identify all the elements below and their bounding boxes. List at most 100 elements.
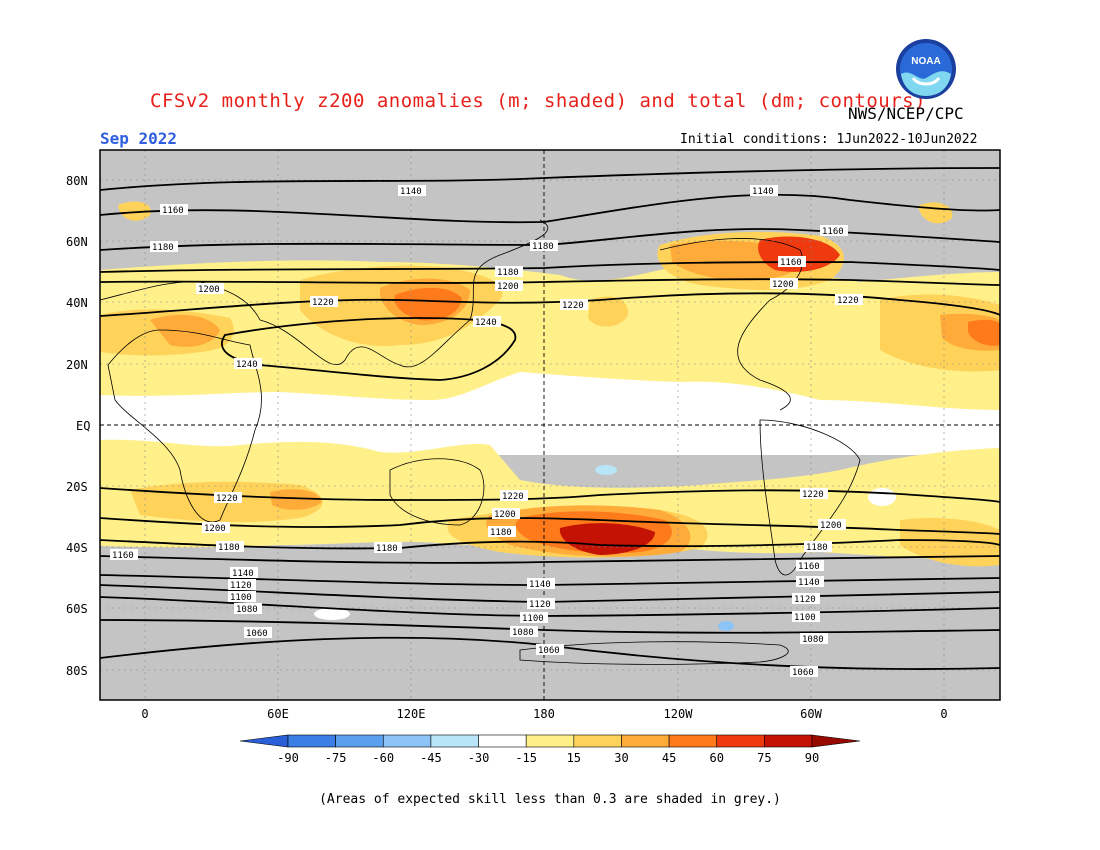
chart-title: CFSv2 monthly z200 anomalies (m; shaded)… xyxy=(150,90,927,112)
logo-text: NOAA xyxy=(911,56,940,67)
colorbar-swatch xyxy=(811,734,861,748)
svg-text:1060: 1060 xyxy=(792,668,814,678)
contour-1180-south xyxy=(100,539,1000,550)
contour-label: 1200 xyxy=(495,280,523,292)
contour-label: 1100 xyxy=(520,612,548,624)
lat-label: 60S xyxy=(66,602,88,616)
svg-text:1180: 1180 xyxy=(218,543,240,553)
contour-label: 1240 xyxy=(234,358,262,370)
colorbar: -90 -75 -60 -45 -30 -15 15 30 45 60 75 90 xyxy=(239,734,861,765)
contour-label: 1220 xyxy=(214,492,242,504)
svg-text:1180: 1180 xyxy=(532,242,554,252)
anomaly-60-75-asia xyxy=(394,287,462,321)
contour-label: 1120 xyxy=(792,593,820,605)
contour-label: 1160 xyxy=(820,225,848,237)
colorbar-tick-label: 75 xyxy=(757,751,771,765)
contour-label: 1060 xyxy=(536,644,564,656)
svg-text:1080: 1080 xyxy=(512,628,534,638)
map-frame xyxy=(99,149,1001,701)
lon-label: 60W xyxy=(800,707,822,721)
svg-text:1160: 1160 xyxy=(162,206,184,216)
colorbar-swatch xyxy=(287,734,336,748)
svg-text:1180: 1180 xyxy=(376,544,398,554)
colorbar-tick-label: 90 xyxy=(805,751,819,765)
anomaly-neutral-spot-atlantic xyxy=(868,488,896,506)
anomaly-45-60-africa xyxy=(150,314,220,347)
contour-label: 1120 xyxy=(527,598,555,610)
svg-text:1140: 1140 xyxy=(400,187,422,197)
contour-label: 1220 xyxy=(560,299,588,311)
svg-text:1220: 1220 xyxy=(216,494,238,504)
contour-label: 1180 xyxy=(216,541,244,553)
svg-text:1220: 1220 xyxy=(312,298,334,308)
contour-1200-north xyxy=(100,278,1000,286)
lon-axis: 0 60E 120E 180 120W 60W 0 xyxy=(141,707,947,721)
svg-text:1200: 1200 xyxy=(820,521,842,531)
svg-text:1180: 1180 xyxy=(497,268,519,278)
svg-text:1200: 1200 xyxy=(198,285,220,295)
contour-label: 1160 xyxy=(110,549,138,561)
lat-axis: 80N 60N 40N 20N EQ 20S 40S 60S 80S xyxy=(66,174,90,678)
contour-label: 1140 xyxy=(750,185,778,197)
colorbar-tick-label: 30 xyxy=(614,751,628,765)
contour-1200-south xyxy=(100,517,1000,535)
contour-label: 1060 xyxy=(790,666,818,678)
colorbar-swatch xyxy=(382,734,432,748)
svg-text:1140: 1140 xyxy=(232,569,254,579)
contour-1160-south xyxy=(100,555,1000,564)
svg-text:1180: 1180 xyxy=(490,528,512,538)
colorbar-tick-label: -90 xyxy=(277,751,299,765)
contour-label: 1100 xyxy=(792,611,820,623)
anomaly-45-60-south-africa xyxy=(270,489,322,510)
lat-label: 80N xyxy=(66,174,88,188)
lat-label: 80S xyxy=(66,664,88,678)
colorbar-tick-label: 45 xyxy=(662,751,676,765)
contour-1160 xyxy=(100,193,1000,224)
lon-label: 0 xyxy=(141,707,148,721)
contour-label: 1200 xyxy=(770,278,798,290)
anomaly-neutral-spot xyxy=(314,608,350,620)
contour-label: 1080 xyxy=(510,626,538,638)
lat-label: 20S xyxy=(66,480,88,494)
colorbar-swatch xyxy=(764,734,813,748)
svg-text:1120: 1120 xyxy=(794,595,816,605)
anomaly-75-90-south-pacific xyxy=(559,523,655,555)
colorbar-tick-label: 60 xyxy=(710,751,724,765)
colorbar-swatch xyxy=(573,734,622,748)
contour-label: 1200 xyxy=(202,522,230,534)
contour-label: 1140 xyxy=(230,567,258,579)
contour-1140 xyxy=(100,167,1000,191)
lat-label: 60N xyxy=(66,235,88,249)
svg-text:1080: 1080 xyxy=(236,605,258,615)
contour-label: 1180 xyxy=(530,240,558,252)
svg-text:1140: 1140 xyxy=(798,578,820,588)
lon-label: 0 xyxy=(940,707,947,721)
contour-label: 1160 xyxy=(778,256,806,268)
svg-text:1220: 1220 xyxy=(802,490,824,500)
svg-text:1240: 1240 xyxy=(475,318,497,328)
svg-text:1220: 1220 xyxy=(562,301,584,311)
lon-label: 120W xyxy=(664,707,694,721)
anomaly-15-30-south xyxy=(100,439,1000,560)
anomaly-30-45-atlantic xyxy=(880,294,1000,372)
colorbar-tick-label: -60 xyxy=(372,751,394,765)
contour-label: 1180 xyxy=(495,266,523,278)
lat-label: EQ xyxy=(76,419,90,433)
contour-1080 xyxy=(100,619,1000,634)
coastline-africa xyxy=(107,329,262,523)
low-skill-grey-south xyxy=(100,557,1000,700)
colorbar-swatch xyxy=(239,734,289,748)
contour-label: 1160 xyxy=(160,204,188,216)
contour-label: 1200 xyxy=(196,283,224,295)
lon-label: 60E xyxy=(267,707,289,721)
svg-text:1120: 1120 xyxy=(230,581,252,591)
colorbar-swatch xyxy=(668,734,718,748)
colorbar-tick-label: -15 xyxy=(515,751,537,765)
contour-label: 1180 xyxy=(488,526,516,538)
lon-label: 180 xyxy=(533,707,555,721)
svg-text:1200: 1200 xyxy=(772,280,794,290)
coastline-antarctica xyxy=(519,641,789,665)
colorbar-tick-label: -75 xyxy=(325,751,347,765)
anomaly-60-75-atlantic xyxy=(968,319,1000,346)
